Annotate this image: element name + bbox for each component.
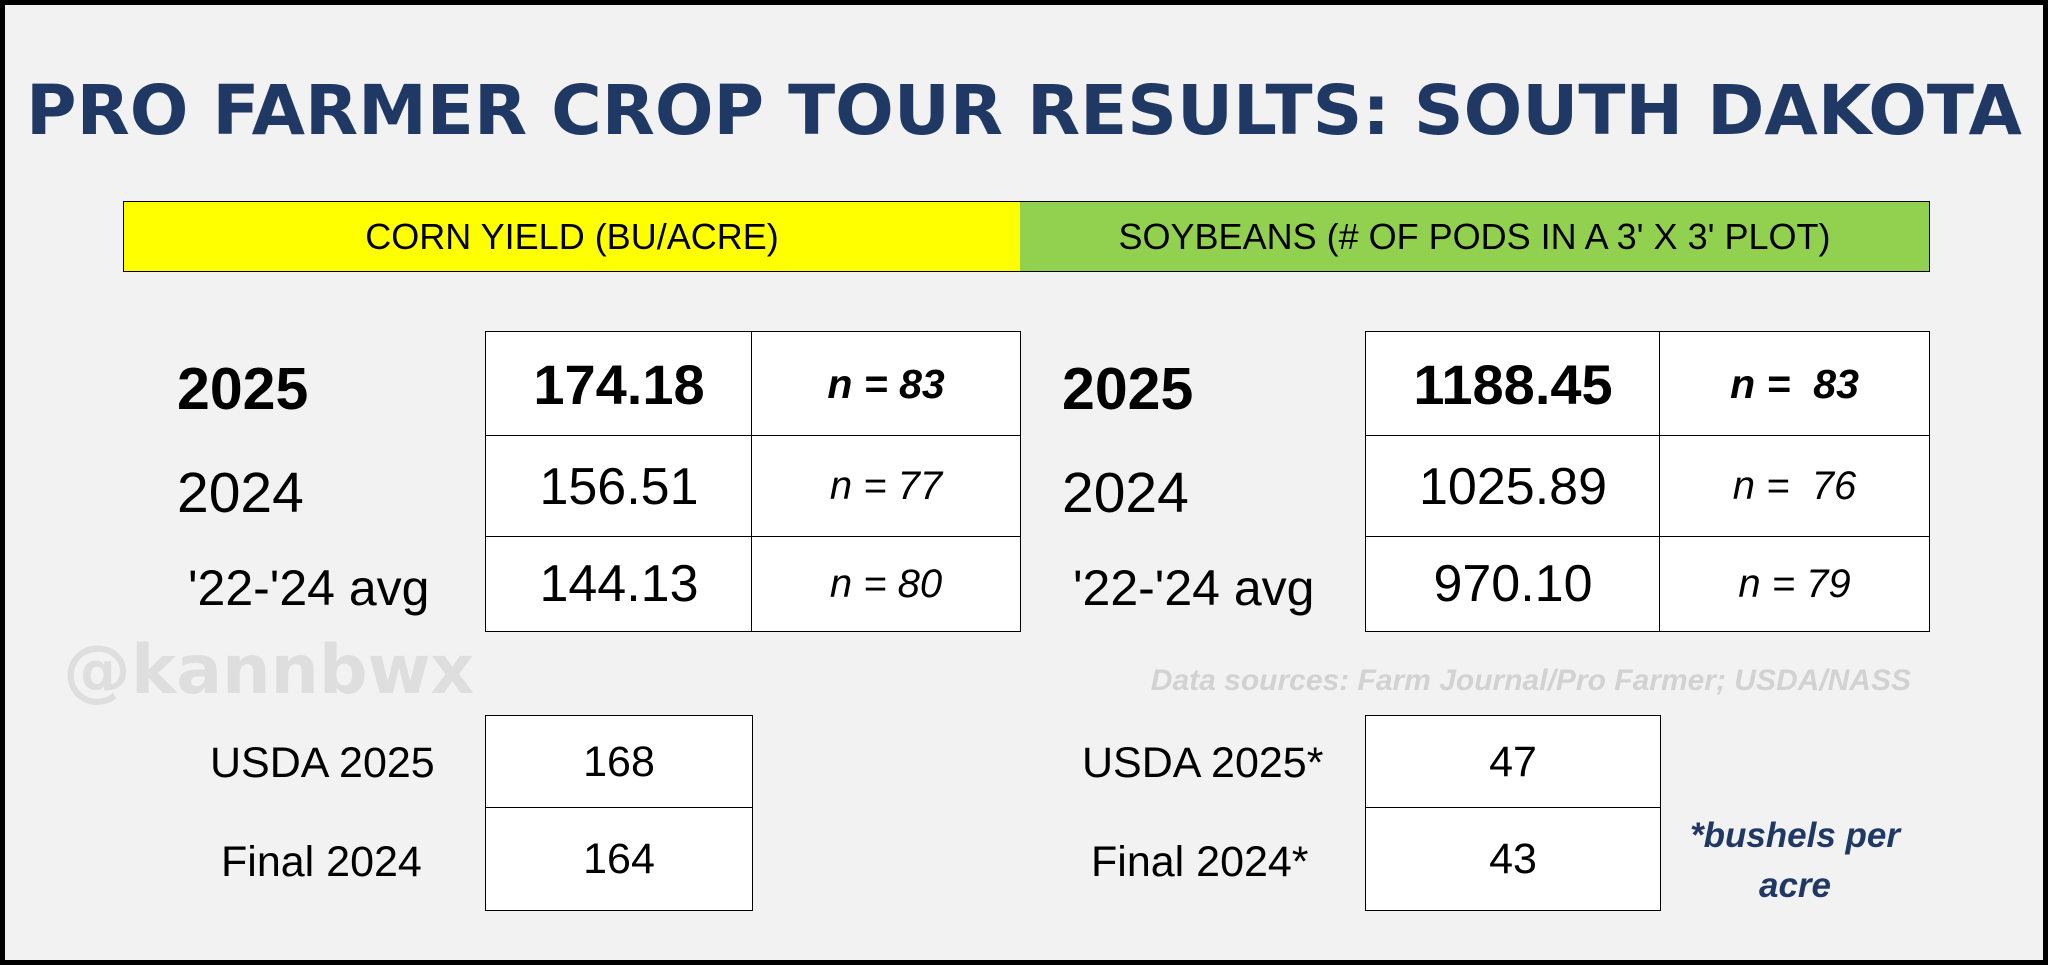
- soy-value-2024: 1025.89: [1365, 435, 1661, 538]
- corn-value-2024: 156.51: [485, 435, 753, 538]
- soy-n-2025: n = 83: [1659, 331, 1930, 437]
- soy-row-label-2025: 2025: [1062, 356, 1194, 422]
- soy-final-value: 43: [1365, 807, 1661, 911]
- soybeans-header-banner: SOYBEANS (# OF PODS IN A 3' X 3' PLOT): [1020, 201, 1930, 272]
- corn-value-avg: 144.13: [485, 536, 753, 632]
- page-title: PRO FARMER CROP TOUR RESULTS: SOUTH DAKO…: [26, 71, 2022, 151]
- soy-row-label-avg: '22-'24 avg: [1073, 560, 1315, 616]
- soy-value-avg: 970.10: [1365, 536, 1661, 632]
- soy-n-2024: n = 76: [1659, 435, 1930, 538]
- corn-final-value: 164: [485, 807, 753, 911]
- corn-usda-label: USDA 2025: [210, 739, 435, 787]
- corn-n-2025: n = 83: [751, 331, 1021, 437]
- soy-row-label-2024: 2024: [1062, 461, 1189, 525]
- corn-row-label-2024: 2024: [177, 461, 304, 525]
- bushels-footnote: *bushels per acre: [1689, 816, 1901, 905]
- soy-usda-value: 47: [1365, 715, 1661, 809]
- data-sources-note: Data sources: Farm Journal/Pro Farmer; U…: [1150, 664, 1911, 697]
- corn-n-2024: n = 77: [751, 435, 1021, 538]
- soy-final-label: Final 2024*: [1091, 838, 1309, 886]
- corn-row-label-avg: '22-'24 avg: [188, 560, 430, 616]
- corn-header-banner: CORN YIELD (BU/ACRE): [123, 201, 1021, 272]
- corn-n-avg: n = 80: [751, 536, 1021, 632]
- corn-value-2025: 174.18: [485, 331, 753, 437]
- soy-usda-label: USDA 2025*: [1082, 739, 1324, 787]
- corn-usda-value: 168: [485, 715, 753, 809]
- watermark-handle: @kannbwx: [63, 631, 475, 710]
- corn-final-label: Final 2024: [221, 838, 422, 886]
- corn-row-label-2025: 2025: [177, 356, 309, 422]
- soy-value-2025: 1188.45: [1365, 331, 1661, 437]
- soy-n-avg: n = 79: [1659, 536, 1930, 632]
